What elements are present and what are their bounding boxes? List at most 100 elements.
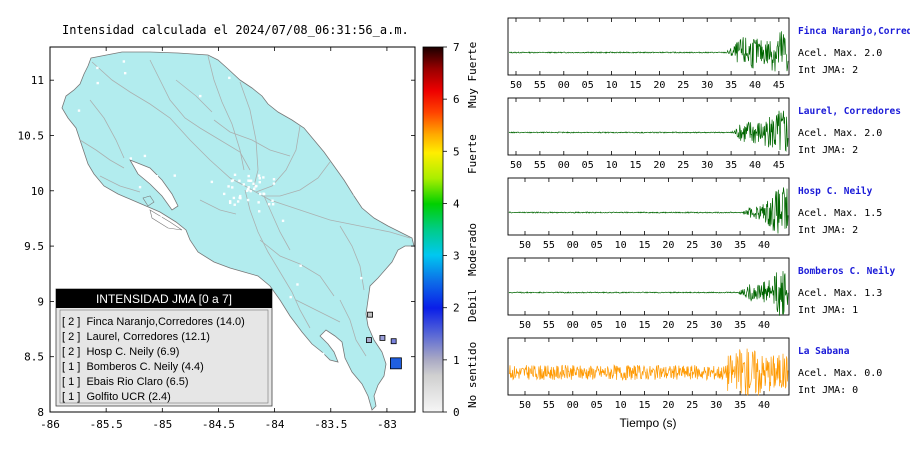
colorbar-tick-label: 4 [453, 197, 460, 210]
seismogram-panel: 50 55 00 05 10 15 20 25 30 35 40 La Sabana Acel. Max… [507, 337, 882, 411]
y-tick-label: 11 [31, 74, 44, 87]
colorbar-label-debil: Debil [466, 289, 479, 322]
time-tick-label: 00 [558, 80, 570, 91]
time-tick-label: 50 [510, 80, 522, 91]
time-tick-label: 20 [653, 160, 665, 171]
station-marker [379, 334, 386, 341]
station-name: Laurel, Corredores [798, 106, 901, 117]
station-acel: Acel. Max. 2.0 [798, 128, 882, 139]
time-tick-label: 50 [519, 400, 531, 411]
time-tick-label: 05 [591, 240, 603, 251]
map-frame [49, 46, 416, 413]
land-costa-rica [61, 51, 415, 411]
time-tick-label: 30 [710, 320, 722, 331]
time-tick-label: 10 [615, 240, 627, 251]
station-int: Int JMA: 2 [798, 145, 858, 156]
y-tick-label: 8.5 [24, 351, 44, 364]
station-name: La Sabana [798, 346, 850, 357]
y-tick-label: 10 [31, 185, 44, 198]
seismogram-trace [508, 31, 789, 72]
seismogram-panels: 50 55 00 05 10 15 20 25 30 35 40 45 Finca Naranjo,Co… [507, 17, 910, 411]
time-tick-label: 05 [582, 80, 594, 91]
time-tick-label: 20 [662, 240, 674, 251]
time-tick-label: 40 [749, 80, 761, 91]
time-tick-label: 20 [662, 400, 674, 411]
y-tick-label: 8 [37, 406, 44, 419]
station-name: Finca Naranjo,Corredores [798, 26, 910, 37]
x-tick-label: -84 [265, 418, 285, 431]
time-tick-label: 40 [758, 400, 770, 411]
station-int: Int JMA: 0 [798, 385, 858, 396]
time-tick-label: 40 [758, 320, 770, 331]
station-acel: Acel. Max. 1.5 [798, 208, 882, 219]
gulf-nicoya-outer [149, 209, 183, 231]
time-tick-label: 10 [615, 400, 627, 411]
time-tick-label: 25 [677, 80, 689, 91]
seismogram-panel: 50 55 00 05 10 15 20 25 30 35 40 Bomberos C. Neily A… [507, 257, 896, 331]
map-title: Intensidad calculada el 2024/07/08_06:31… [62, 23, 409, 37]
time-tick-label: 55 [543, 400, 555, 411]
colorbar-tick-label: 0 [453, 406, 460, 419]
legend-entry: [ 1 ] Ebais Rio Claro (6.5) [62, 376, 189, 388]
station-marker [367, 311, 373, 318]
map-axes: -86 -85.5 -85 -84.5 -84 -83.5 -83 8 8.5 9 9.5 10 10.… [18, 47, 415, 431]
time-tick-label: 35 [734, 240, 746, 251]
station-int: Int JMA: 2 [798, 65, 858, 76]
time-tick-label: 15 [629, 80, 641, 91]
colorbar-tick-label: 3 [453, 250, 460, 263]
seismogram-panel: 50 55 00 05 10 15 20 25 30 35 40 45 Laurel, Corredor… [507, 97, 901, 171]
station-markers [366, 311, 402, 370]
seismogram-panel: 50 55 00 05 10 15 20 25 30 35 40 45 Finca Naranjo,Co… [507, 17, 910, 91]
time-tick-label: 30 [710, 400, 722, 411]
legend-entry: [ 2 ] Hosp C. Neily (6.9) [62, 346, 179, 358]
gulf-nicoya [129, 159, 179, 211]
legend-entry: [ 2 ] Laurel, Corredores (12.1) [62, 331, 210, 343]
station-marker [390, 357, 402, 370]
time-tick-label: 15 [629, 160, 641, 171]
colorbar-tick-label: 1 [453, 354, 460, 367]
time-tick-label: 25 [677, 160, 689, 171]
colorbar-tick-label: 6 [453, 93, 460, 106]
legend-title: INTENSIDAD JMA [0 a 7] [96, 292, 232, 306]
colorbar-label-fuerte: Fuerte [466, 134, 479, 174]
time-tick-label: 35 [734, 320, 746, 331]
station-int: Int JMA: 1 [798, 305, 858, 316]
station-marker [366, 337, 372, 344]
seismogram-trace [508, 271, 789, 316]
legend-entry: [ 1 ] Golfito UCR (2.4) [62, 391, 171, 403]
time-tick-label: 25 [686, 400, 698, 411]
seismogram-trace [508, 348, 789, 396]
intensity-legend: INTENSIDAD JMA [0 a 7] [ 2 ] Finca Naran… [55, 288, 273, 407]
legend-entry: [ 1 ] Bomberos C. Neily (4.4) [62, 361, 204, 373]
intensity-colorbar: 0 1 2 3 4 5 6 7 No sentido Debil Moderado Fuert… [422, 41, 479, 419]
time-tick-label: 05 [591, 400, 603, 411]
time-tick-label: 35 [725, 80, 737, 91]
time-tick-label: 30 [701, 80, 713, 91]
time-tick-label: 40 [758, 240, 770, 251]
y-tick-label: 10.5 [18, 129, 45, 142]
y-tick-label: 9 [37, 295, 44, 308]
time-tick-label: 50 [519, 240, 531, 251]
time-axis-label: Tiempo (s) [620, 416, 677, 430]
time-tick-label: 00 [567, 400, 579, 411]
x-tick-label: -84.5 [202, 418, 235, 431]
time-tick-label: 55 [543, 320, 555, 331]
seismogram-panel: 50 55 00 05 10 15 20 25 30 35 40 Hosp C. Neily Acel.… [507, 177, 882, 251]
time-tick-label: 00 [558, 160, 570, 171]
time-tick-label: 15 [638, 240, 650, 251]
station-int: Int JMA: 2 [798, 225, 858, 236]
time-tick-label: 20 [653, 80, 665, 91]
seismogram-trace [508, 110, 789, 152]
station-name: Hosp C. Neily [798, 186, 873, 197]
time-tick-label: 50 [519, 320, 531, 331]
time-tick-label: 25 [686, 240, 698, 251]
time-tick-label: 00 [567, 320, 579, 331]
station-acel: Acel. Max. 1.3 [798, 288, 882, 299]
x-tick-label: -86 [40, 418, 60, 431]
time-tick-label: 45 [773, 160, 785, 171]
x-tick-label: -85 [152, 418, 172, 431]
time-tick-label: 25 [686, 320, 698, 331]
y-tick-label: 9.5 [24, 240, 44, 253]
x-tick-label: -85.5 [90, 418, 123, 431]
